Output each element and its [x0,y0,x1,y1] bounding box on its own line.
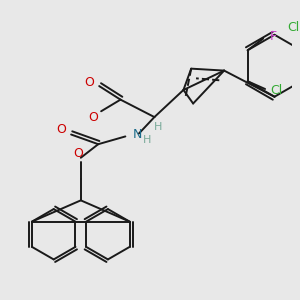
Text: O: O [85,76,94,89]
Text: O: O [73,147,83,161]
Text: Cl: Cl [271,84,283,98]
Text: N: N [133,128,142,141]
Text: O: O [88,111,98,124]
Text: Cl: Cl [287,20,300,34]
Text: F: F [269,30,276,43]
Text: O: O [56,123,66,136]
Text: H: H [154,122,163,132]
Text: H: H [143,135,151,145]
